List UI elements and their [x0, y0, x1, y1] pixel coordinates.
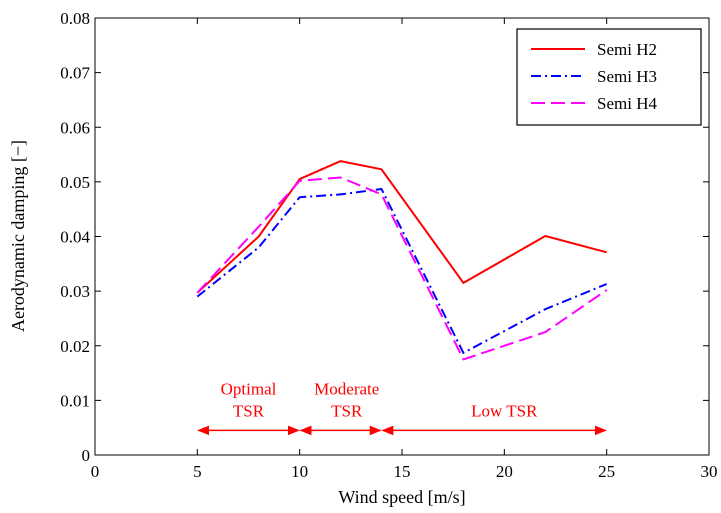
y-axis-label: Aerodynamic damping [−] — [8, 140, 28, 332]
legend-entry-label: Semi H4 — [597, 94, 657, 113]
series-line-semi-h3 — [196, 188, 608, 354]
series-line-semi-h4 — [196, 176, 608, 361]
annotation-label: Low TSR — [471, 401, 538, 420]
y-tick-label: 0.02 — [60, 337, 90, 356]
x-tick-label: 0 — [91, 462, 100, 481]
x-tick-label: 30 — [701, 462, 718, 481]
x-tick-label: 15 — [394, 462, 411, 481]
plot-area-frame — [94, 17, 710, 456]
y-tick-label: 0.01 — [60, 391, 90, 410]
x-tick-label: 25 — [598, 462, 615, 481]
legend-box — [516, 28, 702, 126]
annotation-label: TSR — [331, 401, 363, 420]
y-tick-label: 0.07 — [60, 64, 90, 83]
y-tick-label: 0 — [82, 446, 91, 465]
x-tick-label: 5 — [193, 462, 202, 481]
y-tick-label: 0.08 — [60, 9, 90, 28]
y-tick-label: 0.06 — [60, 118, 90, 137]
x-tick-label: 20 — [496, 462, 513, 481]
legend-entry-label: Semi H2 — [597, 40, 657, 59]
y-tick-label: 0.04 — [60, 228, 90, 247]
x-tick-label: 10 — [291, 462, 308, 481]
annotation-label: TSR — [233, 401, 265, 420]
y-tick-label: 0.05 — [60, 173, 90, 192]
annotation-label: Moderate — [314, 379, 379, 398]
x-axis-label: Wind speed [m/s] — [338, 487, 465, 507]
series-line-semi-h2 — [196, 160, 607, 294]
annotation-label: Optimal — [221, 379, 277, 398]
y-tick-label: 0.03 — [60, 282, 90, 301]
legend-entry-label: Semi H3 — [597, 67, 657, 86]
